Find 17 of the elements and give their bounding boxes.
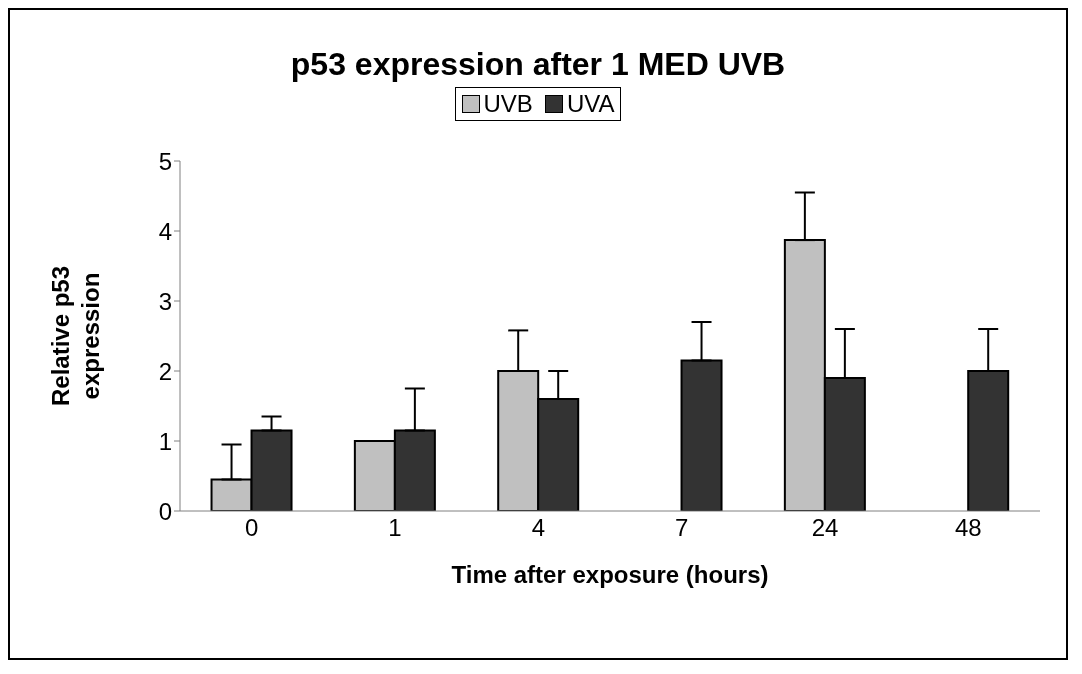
x-axis-title: Time after exposure (hours) [451, 561, 769, 588]
y-tick-label: 1 [158, 427, 172, 455]
x-tick-label: 24 [811, 514, 839, 542]
x-tick-label: 1 [388, 514, 402, 542]
chart-title: p53 expression after 1 MED UVB [289, 46, 787, 83]
x-tick-label: 7 [674, 514, 689, 542]
x-tick-label: 48 [954, 514, 982, 542]
y-tick-label: 4 [158, 217, 172, 245]
legend-label: UVA [566, 90, 615, 118]
y-axis-title: Relative p53 expression [47, 265, 104, 407]
x-tick-label: 4 [531, 514, 546, 542]
y-tick-label: 5 [158, 147, 172, 175]
legend-label: UVB [483, 90, 533, 118]
y-tick-label: 0 [158, 497, 172, 525]
y-tick-label: 3 [158, 287, 172, 315]
x-tick-label: 0 [244, 514, 259, 542]
y-tick-label: 2 [158, 357, 172, 385]
